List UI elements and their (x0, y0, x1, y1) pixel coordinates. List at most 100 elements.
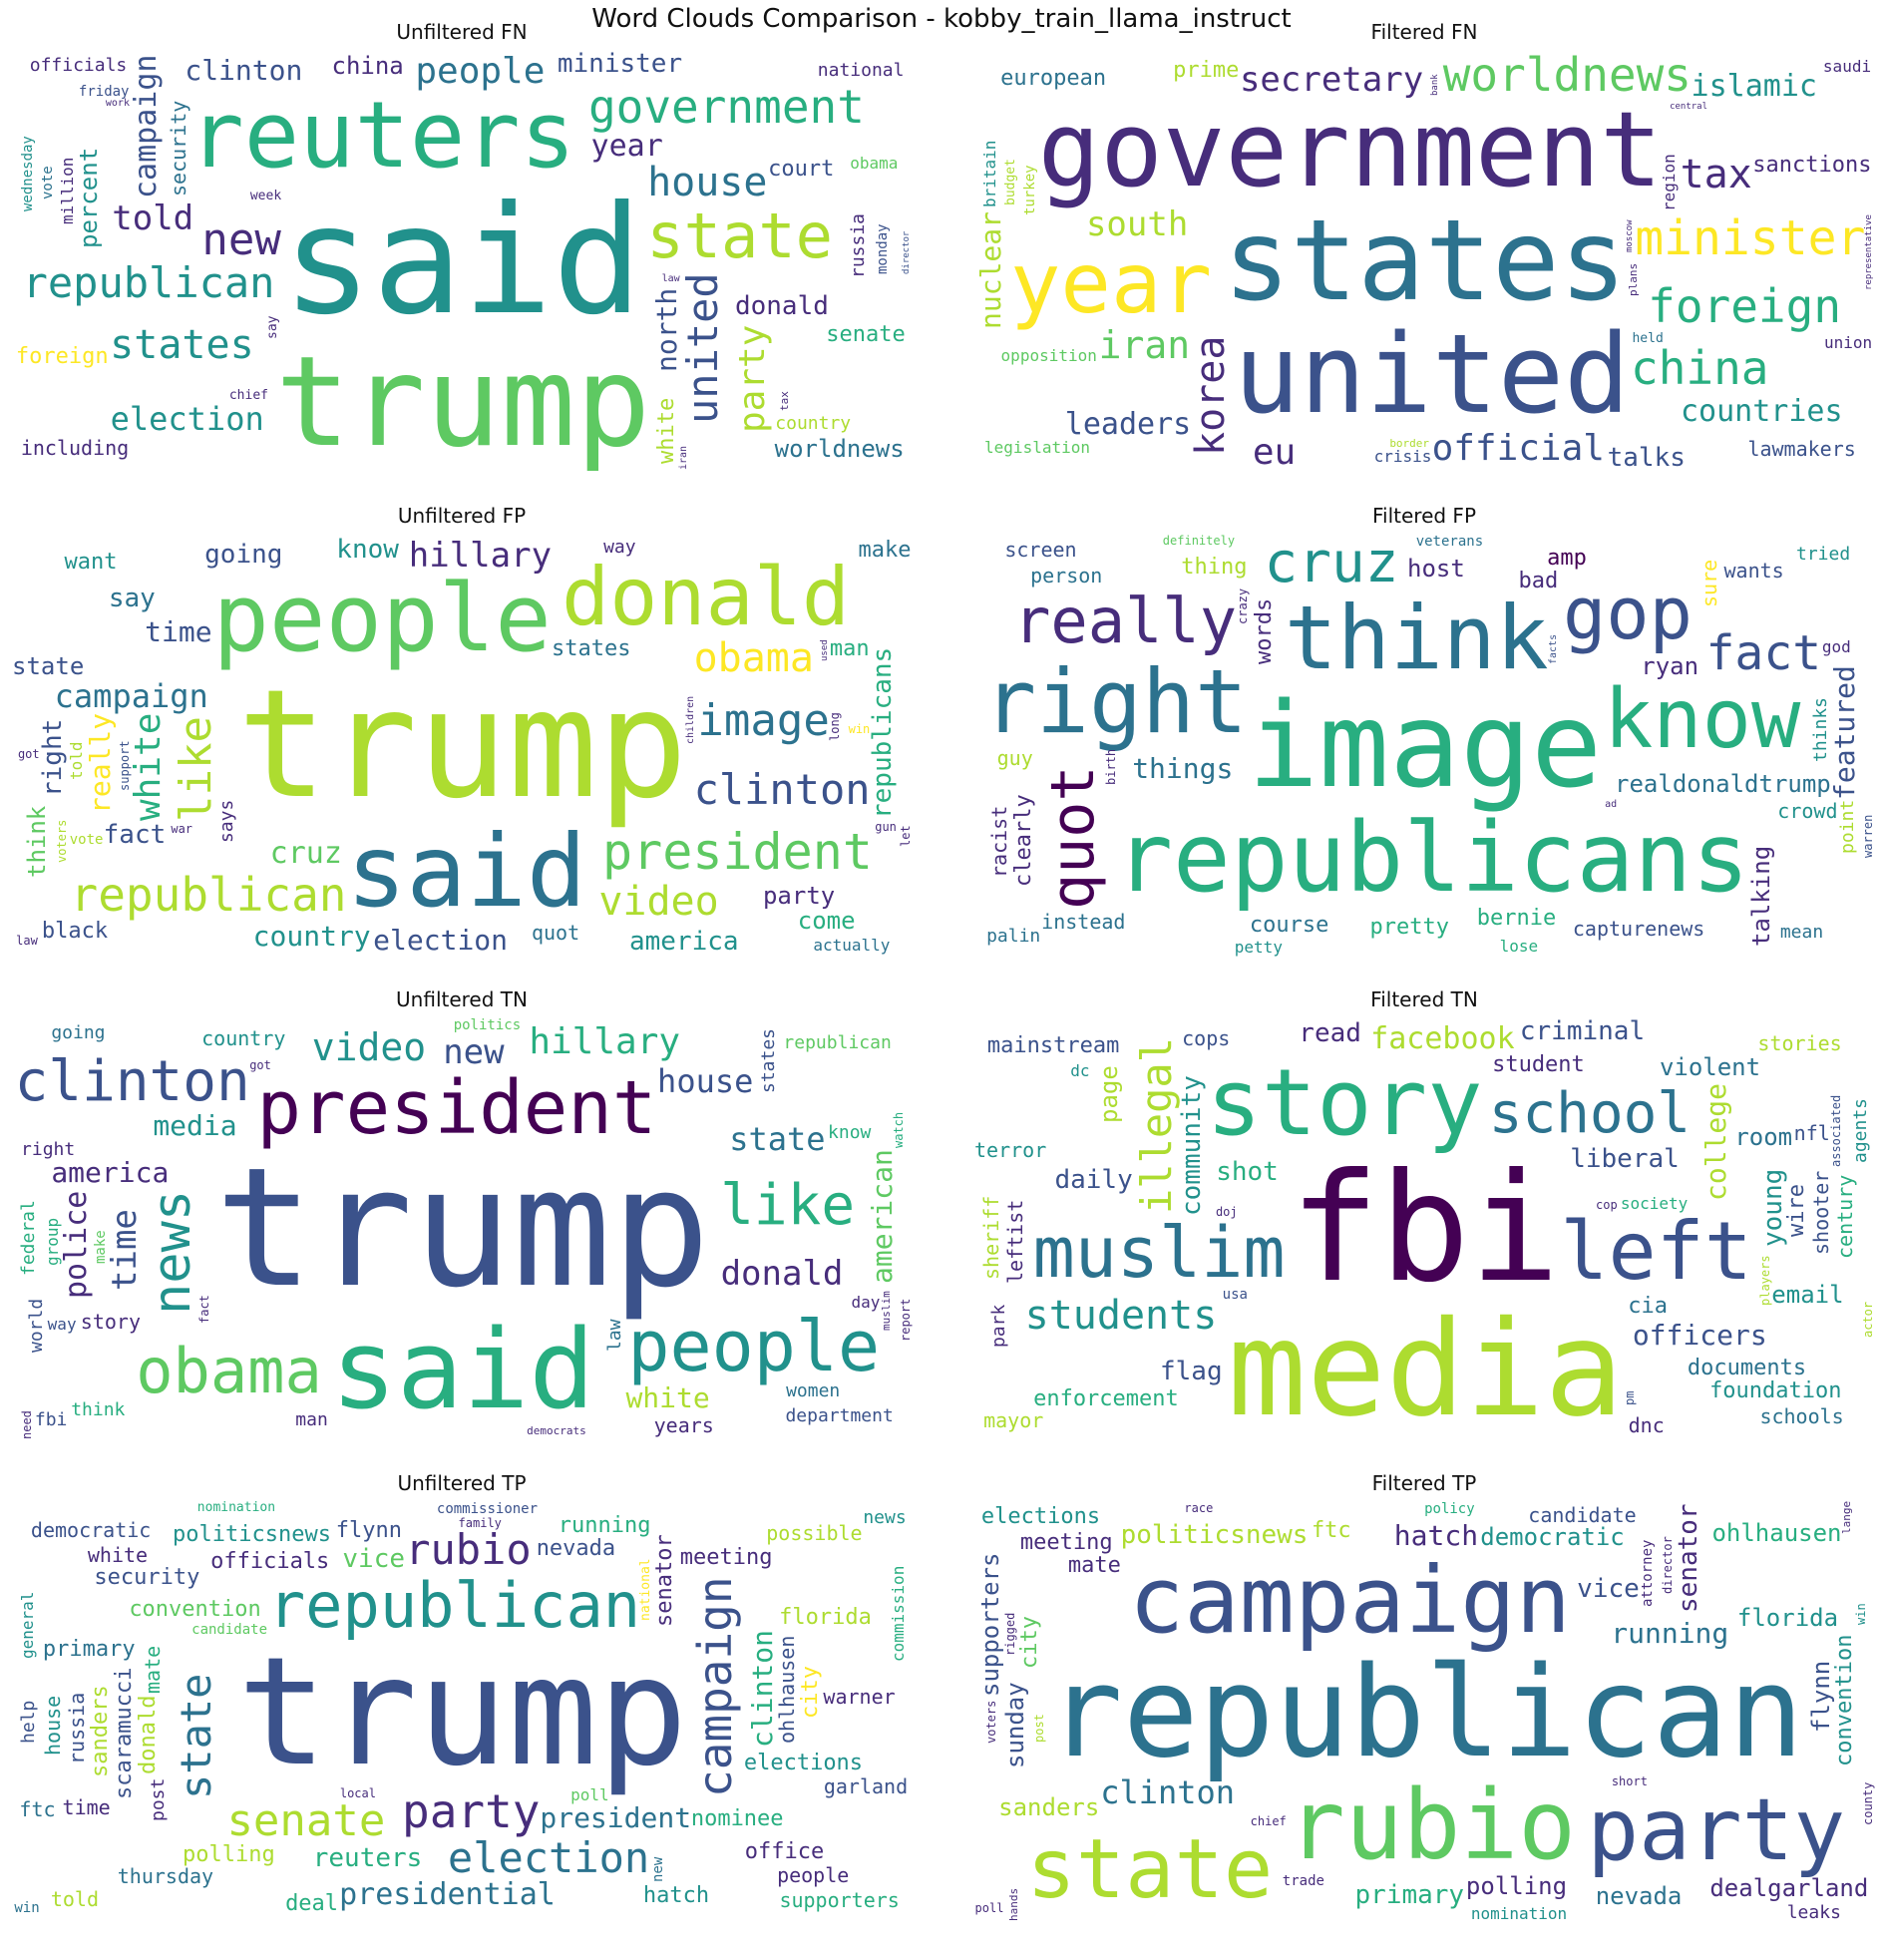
cloud-word: fbi (1290, 1141, 1560, 1316)
cloud-word: fact (197, 1294, 212, 1324)
cloud-word: russia (64, 1692, 89, 1765)
cloud-word: secretary (1239, 60, 1424, 101)
cloud-word: monday (875, 223, 892, 274)
cloud-word: rigged (1003, 1612, 1018, 1656)
cloud-word: going (51, 1022, 106, 1044)
cloud-word: white (654, 397, 680, 465)
cloud-word: campaign (1128, 1546, 1571, 1654)
cloud-word: policy (1424, 1500, 1475, 1517)
cloud-word: scaramucci (111, 1667, 137, 1799)
cloud-word: racist (987, 805, 1012, 879)
cloud-word: florida (779, 1605, 872, 1631)
panel-title: Filtered TP (1371, 1471, 1477, 1495)
cloud-word: states (1223, 196, 1627, 326)
cloud-word: reuters (312, 1842, 423, 1873)
cloud-word: image (1248, 675, 1603, 814)
cloud-word: nevada (536, 1535, 616, 1561)
cloud-word: region (1660, 153, 1680, 211)
cloud-word: general (18, 1591, 38, 1660)
cloud-word: turkey (1022, 165, 1039, 216)
cloud-word: thinks (1810, 696, 1832, 762)
cloud-word: actor (1860, 1301, 1875, 1338)
cloud-word: politics (453, 1016, 522, 1033)
figure-title: Word Clouds Comparison - kobby_train_lla… (591, 4, 1292, 34)
cloud-word: candidate (1528, 1502, 1637, 1527)
cloud-word: week (249, 189, 282, 204)
cloud-word: china (331, 51, 404, 80)
cloud-word: vote (69, 831, 104, 848)
cloud-word: point (1837, 800, 1859, 855)
cloud-word: world (26, 1299, 48, 1354)
cloud-word: watch (891, 1112, 906, 1149)
cloud-word: trump (214, 1132, 711, 1324)
cloud-word: instead (1041, 909, 1126, 934)
cloud-word: like (170, 716, 221, 823)
cloud-word: election (110, 399, 264, 438)
cloud-word: campaign (129, 54, 165, 198)
cloud-word: bernie (1476, 905, 1557, 931)
cloud-word: sunday (1000, 1682, 1029, 1769)
cloud-word: daily (1054, 1164, 1133, 1195)
cloud-word: plans (1627, 262, 1641, 296)
cloud-word: eu (1252, 431, 1297, 473)
cloud-word: republican (1047, 1638, 1804, 1785)
cloud-word: bank (1430, 74, 1441, 97)
cloud-word: president (540, 1801, 692, 1835)
cloud-word: officials (29, 55, 128, 77)
cloud-word: party (402, 1784, 541, 1839)
cloud-word: minister (1635, 210, 1866, 267)
cloud-word: tax (1680, 152, 1752, 198)
cloud-word: state (646, 199, 833, 273)
cloud-word: people (627, 1305, 881, 1387)
cloud-word: director (901, 230, 912, 275)
cloud-word: foreign (1648, 278, 1842, 333)
cloud-word: law (603, 1319, 625, 1352)
cloud-word: warner (823, 1685, 896, 1710)
cloud-word: party (732, 324, 774, 433)
cloud-word: thing (1181, 555, 1248, 581)
cloud-word: white (127, 712, 169, 822)
word-cloud: republican rubio campaign party state clinton… (972, 1499, 1876, 1925)
cloud-word: clinton (185, 53, 303, 87)
cloud-word: country (252, 919, 371, 953)
cloud-word: countries (1680, 394, 1843, 430)
cloud-word: rubio (1288, 1769, 1576, 1882)
cloud-word: house (647, 159, 768, 205)
cloud-word: fact (103, 820, 167, 851)
cloud-word: ftc (1311, 1518, 1351, 1544)
cloud-word: meeting (1019, 1529, 1113, 1555)
cloud-word: department (785, 1405, 894, 1427)
cloud-word: story (1206, 1049, 1483, 1157)
cloud-word: new (443, 1032, 505, 1073)
cloud-word: right (21, 1139, 76, 1161)
cloud-word: candidate (191, 1621, 267, 1638)
cloud-word: iran (677, 446, 689, 471)
cloud-word: shot (1216, 1157, 1279, 1188)
cloud-word: poll (974, 1901, 1004, 1916)
cloud-word: like (720, 1173, 856, 1239)
panel-title: Filtered FP (1371, 504, 1476, 528)
cloud-word: media (153, 1109, 237, 1142)
word-cloud: image republicans think right know gop really q… (972, 532, 1876, 958)
cloud-word: person (1030, 563, 1103, 588)
cloud-word: students (1024, 1293, 1218, 1340)
cloud-word: america (51, 1156, 170, 1190)
cloud-word: wednesday (20, 136, 37, 212)
cloud-word: let (898, 825, 913, 847)
cloud-word: including (20, 436, 130, 461)
cloud-word: foreign (15, 344, 109, 370)
word-cloud: fbi media story left muslim school illegal stud… (972, 1015, 1876, 1441)
cloud-word: states (758, 1027, 780, 1093)
cloud-word: representative (1863, 214, 1874, 291)
cloud-word: race (1184, 1500, 1214, 1515)
cloud-word: border (1389, 437, 1430, 451)
cloud-word: clinton (14, 1049, 250, 1115)
cloud-word: clinton (693, 764, 871, 814)
cloud-word: pretty (1369, 914, 1449, 940)
cloud-word: supporters (976, 1552, 1005, 1698)
cloud-word: man (295, 1408, 328, 1430)
cloud-word: nuclear (973, 211, 1007, 330)
cloud-word: petty (1234, 937, 1283, 957)
cloud-word: convention (1832, 1634, 1858, 1766)
cloud-word: family (458, 1515, 502, 1530)
